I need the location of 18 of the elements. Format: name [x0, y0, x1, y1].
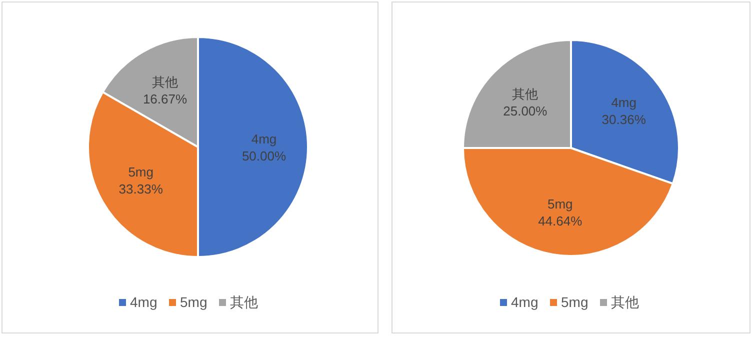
- legend-label: 其他: [230, 294, 258, 310]
- legend-label: 5mg: [561, 294, 588, 310]
- slice-label: 4mg: [251, 132, 277, 146]
- data-label: 16.67%: [142, 91, 188, 106]
- slice-label: 5mg: [128, 164, 154, 180]
- data-label: 44.64%: [538, 213, 583, 228]
- slice-label: 其他: [152, 74, 178, 90]
- legend-label: 4mg: [511, 294, 538, 310]
- slice-label: 其他: [512, 86, 538, 102]
- legend-label: 4mg: [130, 294, 158, 310]
- slice-label: 5mg: [547, 196, 573, 212]
- data-label: 25.00%: [503, 104, 548, 119]
- data-label: 50.00%: [242, 148, 286, 164]
- data-label: 30.36%: [602, 112, 646, 128]
- legend-label: 5mg: [180, 294, 208, 310]
- slice-label: 4mg: [611, 95, 636, 110]
- legend-label: 其他: [611, 294, 639, 310]
- data-label: 33.33%: [118, 182, 164, 197]
